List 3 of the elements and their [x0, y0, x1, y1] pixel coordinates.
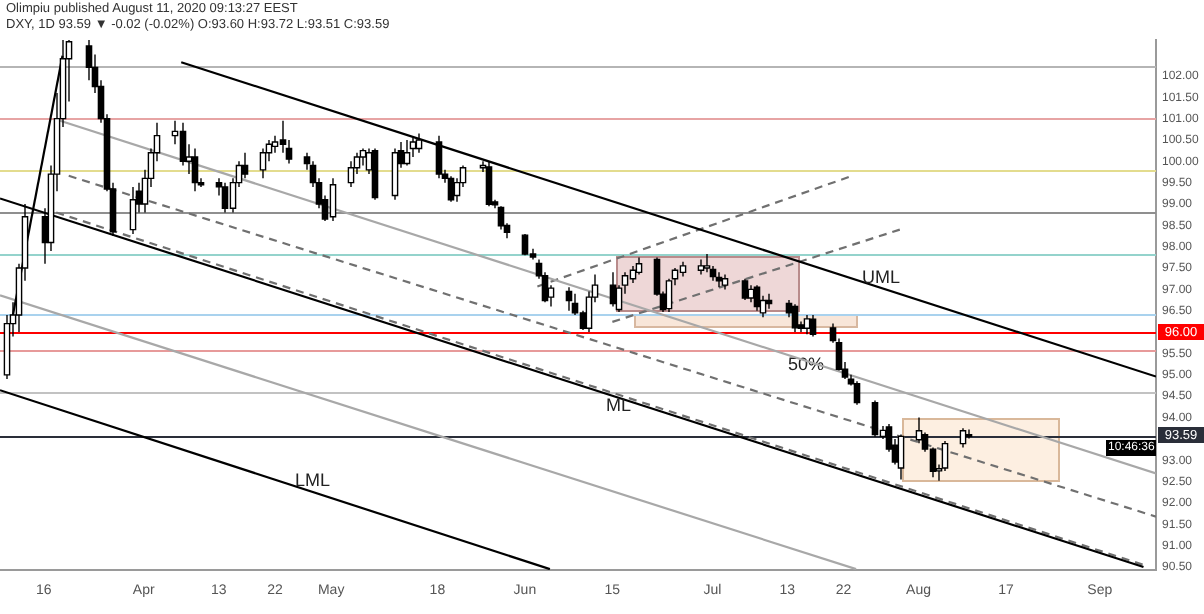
annotation: UML	[862, 267, 901, 288]
annotation: ML	[606, 395, 632, 416]
annotation: LML	[294, 469, 330, 490]
